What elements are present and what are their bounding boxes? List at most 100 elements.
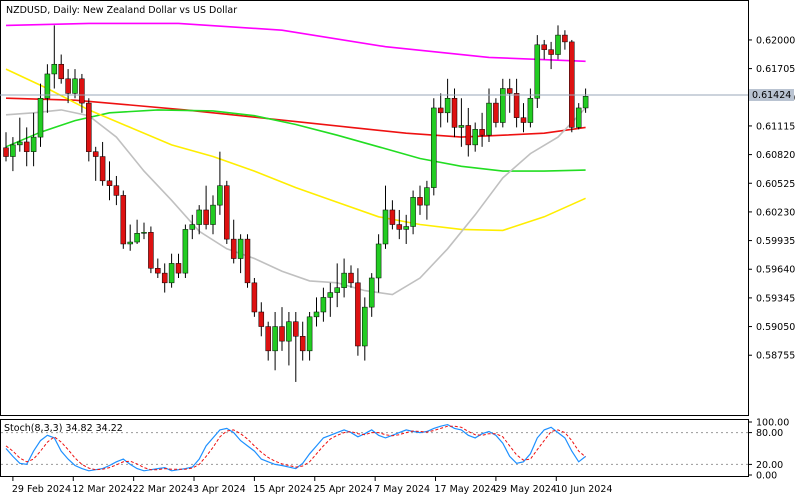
price-tick-label: 0.60230 [756, 207, 795, 218]
candle [230, 219, 237, 264]
candle [293, 311, 299, 382]
candle-body-down [562, 34, 568, 43]
candle-body-down [299, 336, 306, 352]
candle-body-down [279, 326, 285, 342]
candle-body-up [210, 204, 216, 225]
candle-body-down [79, 78, 85, 104]
stoch-k-line [5, 423, 586, 472]
candle [279, 307, 285, 351]
date-tick-label: 29 May 2024 [495, 484, 557, 495]
moving-average-line-0 [5, 22, 586, 63]
date-tick-label: 10 Jun 2024 [555, 484, 612, 495]
date-axis: 29 Feb 2024 12 Mar 2024 22 Mar 2024 3 Apr 2… [12, 477, 612, 495]
candle-body-up [334, 287, 340, 293]
candle [244, 234, 251, 288]
candle [155, 258, 161, 278]
candle-body-down [437, 107, 444, 114]
candle-body-down [161, 272, 168, 284]
candle [500, 78, 506, 128]
candle [148, 226, 154, 274]
candle-body-up [168, 263, 175, 284]
candle [334, 263, 340, 308]
chart-title: NZDUSD, Daily: New Zealand Dollar vs US … [6, 5, 237, 16]
candle [327, 282, 334, 317]
candle-body-down [513, 93, 520, 118]
date-tick-label: 3 Apr 2024 [193, 484, 246, 495]
moving-average-lines [5, 22, 587, 296]
candle-body-down [258, 311, 265, 327]
candle [258, 302, 265, 337]
price-tick-label: 0.59640 [756, 265, 795, 276]
candle [224, 180, 230, 244]
price-tick-label: 0.60820 [756, 150, 795, 161]
candle [272, 311, 278, 371]
candle [127, 224, 133, 251]
candle [99, 141, 106, 186]
price-tick-label: 0.59935 [756, 236, 795, 247]
candle [10, 137, 16, 172]
candle-body-up [10, 144, 16, 157]
candle [72, 69, 78, 99]
candle [196, 205, 202, 235]
candle [30, 112, 37, 167]
price-tick-label: 0.61705 [756, 64, 795, 75]
candle-body-down [203, 209, 209, 225]
candle [3, 132, 9, 162]
candle [403, 214, 409, 244]
candle [182, 224, 189, 278]
candle [368, 273, 375, 317]
candle [17, 117, 23, 152]
current-price-label: 0.61424 [752, 90, 791, 101]
price-tick-label: 0.60525 [756, 179, 795, 190]
candle [424, 180, 430, 220]
candle [548, 41, 554, 70]
candle [541, 39, 547, 60]
candle [569, 39, 575, 133]
candle-body-up [486, 102, 492, 136]
candle [168, 253, 175, 288]
candle-body-down [520, 117, 527, 123]
candle [355, 268, 361, 356]
candle [479, 112, 485, 147]
candle-body-up [327, 292, 334, 298]
candle [134, 219, 140, 244]
candle-body-up [403, 226, 409, 230]
candle-body-up [237, 238, 244, 259]
candle [575, 103, 582, 130]
candle [210, 195, 216, 235]
candle [92, 146, 99, 181]
candle-body-up [37, 97, 44, 138]
candle-body-up [534, 44, 541, 99]
candle [251, 277, 258, 317]
date-tick-label: 12 Mar 2024 [72, 484, 132, 495]
candle [437, 93, 444, 128]
stoch-tick-label: 80.00 [756, 428, 783, 439]
candle-body-up [575, 107, 582, 128]
candle-body-up [582, 96, 589, 109]
candle-body-down [92, 151, 99, 157]
candle-body-up [127, 241, 133, 245]
candle-body-down [355, 282, 361, 347]
candle [555, 25, 561, 60]
candle [451, 88, 458, 138]
candle-body-up [341, 272, 347, 288]
candle-body-down [348, 272, 354, 284]
date-tick-label: 15 Apr 2024 [253, 484, 312, 495]
stoch-tick-label: 20.00 [756, 460, 783, 471]
candle [189, 214, 196, 240]
candle [431, 98, 437, 196]
stoch-tick-label: 0.00 [756, 471, 777, 482]
candle [513, 78, 520, 128]
candle [396, 209, 403, 240]
candle [265, 321, 271, 361]
candle-body-down [493, 102, 499, 123]
price-tick-label: 0.59345 [756, 293, 795, 304]
candle [237, 234, 244, 274]
candle-body-down [3, 147, 9, 157]
candle [86, 98, 92, 162]
candle-body-up [500, 88, 506, 123]
candle-body-down [506, 88, 513, 94]
candle-body-up [444, 97, 451, 114]
